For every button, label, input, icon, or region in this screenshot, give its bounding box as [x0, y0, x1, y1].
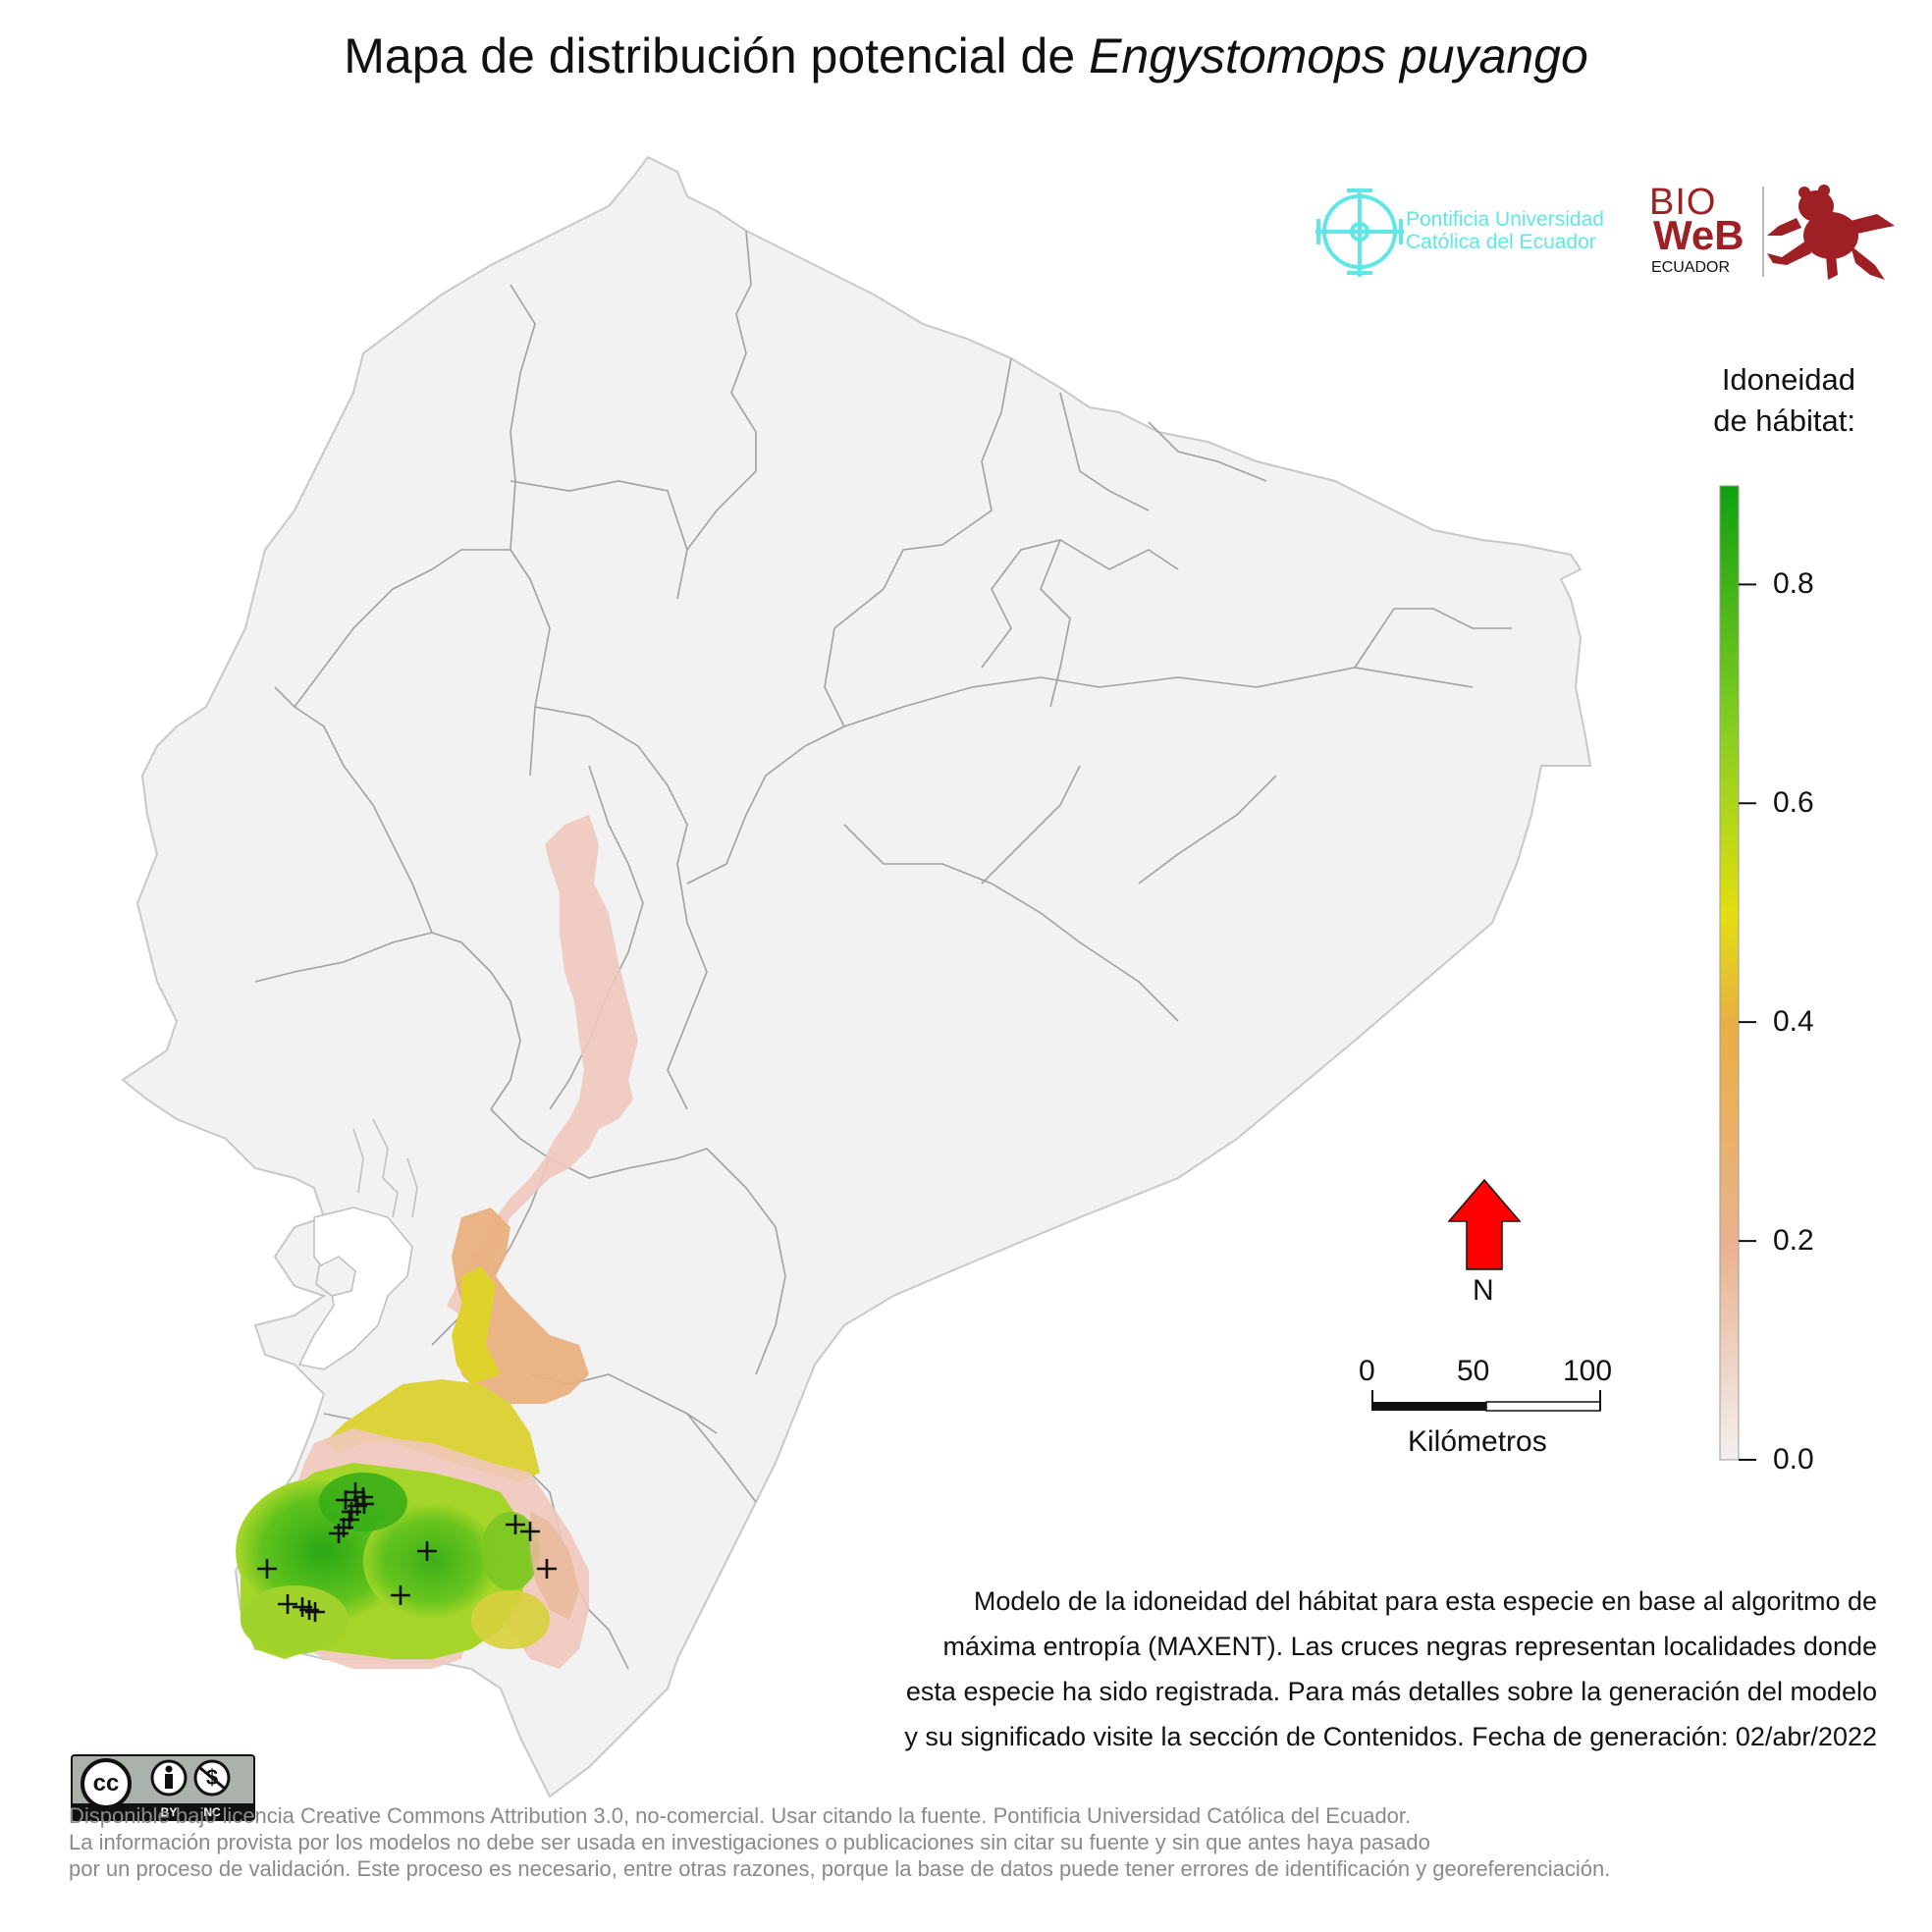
- occurrence-cross: [278, 1594, 297, 1614]
- scale-bar-black-segment: [1372, 1402, 1486, 1411]
- description-line3: esta especie ha sido registrada. Para má…: [905, 1677, 1877, 1706]
- legend-title-line1: Idoneidad: [1721, 362, 1855, 397]
- occurrence-cross: [537, 1559, 557, 1579]
- description-line4: y su significado visite la sección de Co…: [904, 1722, 1877, 1751]
- license-text: Disponible bajo licencia Creative Common…: [69, 1802, 1895, 1882]
- description-line2: máxima entropía (MAXENT). Las cruces neg…: [942, 1632, 1877, 1661]
- bioweb-logo-line1: BIO: [1649, 182, 1717, 223]
- occurrence-records: [257, 1482, 557, 1622]
- license-line2: La información provista por los modelos …: [69, 1830, 1430, 1854]
- license-line3: por un proceso de validación. Este proce…: [69, 1856, 1611, 1881]
- map-title: Mapa de distribución potencial de Engyst…: [0, 27, 1932, 84]
- cc-by-label: BY: [160, 1805, 178, 1819]
- map-title-prefix: Mapa de distribución potencial de: [344, 28, 1090, 83]
- bioweb-logo-line2: WeB: [1653, 212, 1744, 258]
- legend-tick-label: 0.6: [1773, 786, 1814, 820]
- cc-icon: cc: [92, 1770, 120, 1797]
- occurrence-cross: [354, 1494, 374, 1514]
- map-title-species: Engystomops puyango: [1089, 28, 1588, 83]
- bioweb-logo-line3: ECUADOR: [1651, 259, 1731, 276]
- north-arrow-shape: [1447, 1178, 1522, 1270]
- legend-title: Idoneidad de hábitat:: [1630, 359, 1855, 442]
- model-description: Modelo de la idoneidad del hábitat para …: [748, 1579, 1877, 1759]
- estuary-channels: [352, 1118, 418, 1218]
- occurrence-cross: [520, 1522, 540, 1541]
- legend-title-line2: de hábitat:: [1713, 403, 1855, 438]
- frog-icon: [1767, 185, 1895, 280]
- occurrence-cross: [342, 1502, 361, 1522]
- occurrence-cross: [391, 1585, 410, 1605]
- cc-nc-label: NC: [203, 1805, 221, 1819]
- scale-tick-50: 50: [1457, 1355, 1490, 1387]
- north-label: N: [1473, 1274, 1494, 1307]
- occurrence-cross: [329, 1524, 349, 1543]
- scale-unit: Kilómetros: [1408, 1425, 1547, 1458]
- occurrence-cross: [257, 1559, 277, 1579]
- scale-bar-white-segment: [1485, 1401, 1601, 1412]
- cc-icon-symbol: $: [205, 1765, 219, 1790]
- puce-logo-mark: [1315, 188, 1404, 277]
- license-line1: Disponible bajo licencia Creative Common…: [69, 1803, 1412, 1828]
- puce-logo: Pontificia Universidad Católica del Ecua…: [1315, 187, 1639, 275]
- occurrence-cross: [417, 1541, 437, 1561]
- legend-ticks: [1739, 583, 1756, 1461]
- legend-tick-label: 0.2: [1773, 1224, 1814, 1258]
- scale-tick-100: 100: [1563, 1355, 1613, 1387]
- puce-logo-line2: Católica del Ecuador: [1406, 231, 1596, 253]
- legend-tick-label: 0.4: [1773, 1005, 1814, 1039]
- occurrence-cross: [346, 1482, 365, 1502]
- description-line1: Modelo de la idoneidad del hábitat para …: [973, 1586, 1877, 1616]
- occurrence-cross: [336, 1490, 355, 1510]
- scale-bar: [1371, 1390, 1601, 1412]
- puce-logo-line1: Pontificia Universidad: [1406, 208, 1604, 231]
- occurrence-cross: [299, 1600, 319, 1620]
- occurrence-cross: [506, 1515, 525, 1534]
- puna-island: [315, 1256, 356, 1297]
- bioweb-logo: BIO WeB ECUADOR: [1649, 182, 1905, 290]
- cc-license-badge: cc $ BY NC: [71, 1754, 255, 1821]
- scale-tick-0: 0: [1359, 1355, 1375, 1387]
- north-arrow: [1447, 1178, 1522, 1270]
- legend-tick-label: 0.0: [1773, 1443, 1814, 1476]
- legend-tick-label: 0.8: [1773, 567, 1814, 601]
- legend-colorbar: [1719, 485, 1756, 1461]
